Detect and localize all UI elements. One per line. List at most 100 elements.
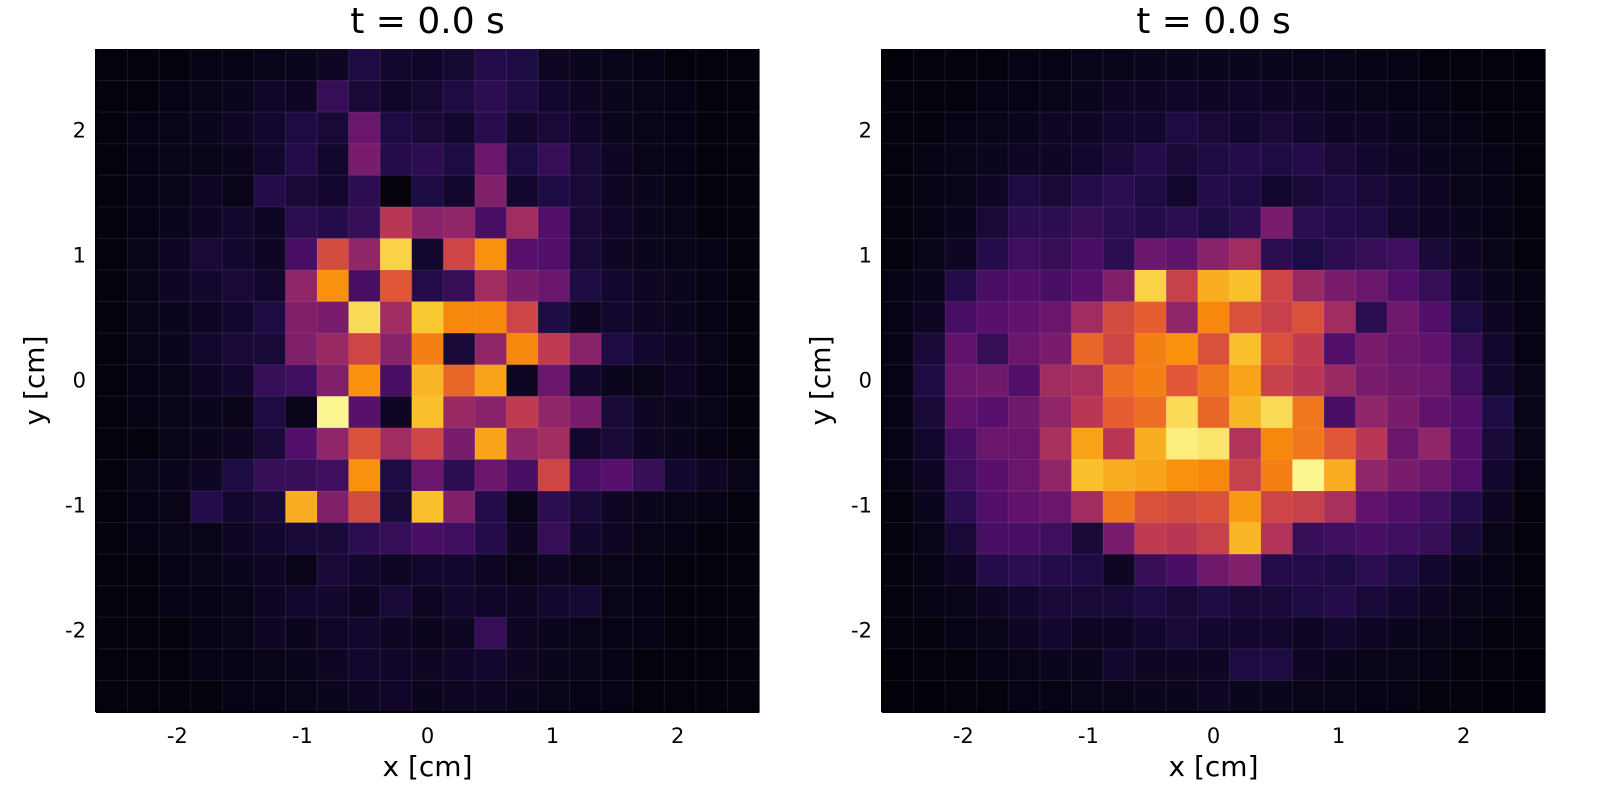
heatmap-cell <box>285 175 318 208</box>
heatmap-cell <box>1513 427 1546 461</box>
heatmap-cell <box>569 427 602 461</box>
heatmap-cell <box>1513 617 1546 650</box>
heatmap-cell <box>1450 459 1483 492</box>
heatmap-cell <box>1387 648 1420 682</box>
heatmap-cell <box>1103 554 1136 587</box>
heatmap-cell <box>1166 270 1199 303</box>
heatmap-cell <box>882 364 915 397</box>
heatmap-cell <box>1166 175 1199 208</box>
heatmap-cell <box>1039 396 1073 429</box>
heatmap-cell <box>1260 585 1294 618</box>
heatmap-cell <box>1387 585 1420 618</box>
heatmap-cell <box>1008 554 1041 587</box>
heatmap-cell <box>1260 554 1294 587</box>
heatmap-cell <box>1071 80 1104 113</box>
heatmap-cell <box>727 648 760 682</box>
heatmap-cell <box>1166 427 1199 461</box>
heatmap-cell <box>506 427 539 461</box>
heatmap-cell <box>1260 112 1294 145</box>
heatmap-cell <box>976 175 1009 208</box>
y-tick-label: -1 <box>65 494 86 518</box>
heatmap-cell <box>1103 459 1136 492</box>
heatmap-cell <box>538 617 571 650</box>
heatmap-cell <box>1134 617 1167 650</box>
heatmap-cell <box>317 112 350 145</box>
heatmap-cell <box>882 648 915 682</box>
heatmap-cell <box>127 112 160 145</box>
heatmap-cell <box>1229 522 1262 555</box>
heatmap-cell <box>1355 333 1388 366</box>
heatmap-cell <box>411 238 444 271</box>
heatmap-cell <box>1008 427 1041 461</box>
heatmap-cell <box>190 680 223 713</box>
heatmap-cell <box>1103 617 1136 650</box>
heatmap-cell <box>1008 680 1041 713</box>
heatmap-cell <box>632 522 665 555</box>
heatmap-cell <box>1197 333 1230 366</box>
heatmap-cell <box>1071 238 1104 271</box>
heatmap-cell <box>1008 522 1041 555</box>
heatmap-cell <box>1229 301 1262 334</box>
heatmap-cell <box>159 680 192 713</box>
heatmap-cell <box>569 206 602 240</box>
heatmap-cell <box>664 175 697 208</box>
heatmap-cell <box>1103 112 1136 145</box>
heatmap-cell <box>601 648 634 682</box>
heatmap-cell <box>1071 301 1104 334</box>
heatmap-cell <box>882 333 915 366</box>
heatmap-cell <box>664 491 697 524</box>
x-tick-label: 1 <box>546 724 559 748</box>
heatmap-cell <box>96 80 129 113</box>
heatmap-cell <box>317 459 350 492</box>
heatmap-cell <box>348 617 381 650</box>
heatmap-cell <box>1355 206 1388 240</box>
heatmap-cell <box>1481 333 1515 366</box>
heatmap-cell <box>632 143 665 176</box>
heatmap-cell <box>190 648 223 682</box>
heatmap-cell <box>253 238 287 271</box>
heatmap-cell <box>380 175 413 208</box>
heatmap-cell <box>474 80 508 113</box>
heatmap-cell <box>601 459 634 492</box>
heatmap-cell <box>1355 427 1388 461</box>
heatmap-cell <box>976 427 1009 461</box>
heatmap-cell <box>1418 112 1451 145</box>
heatmap-cell <box>506 396 539 429</box>
heatmap-cell <box>882 112 915 145</box>
heatmap-cell <box>1071 143 1104 176</box>
heatmap-cell <box>411 206 444 240</box>
heatmap-cell <box>1166 80 1199 113</box>
heatmap-cell <box>727 238 760 271</box>
heatmap-cell <box>222 585 255 618</box>
heatmap-cell <box>1039 427 1073 461</box>
heatmap-cell <box>1134 112 1167 145</box>
heatmap-cell <box>1292 364 1325 397</box>
heatmap-cell <box>506 80 539 113</box>
heatmap-cell <box>1355 80 1388 113</box>
heatmap-cell <box>1134 80 1167 113</box>
heatmap-cell <box>159 648 192 682</box>
heatmap-cell <box>96 491 129 524</box>
heatmap-cell <box>727 333 760 366</box>
heatmap-cell <box>285 427 318 461</box>
heatmap-cell <box>632 333 665 366</box>
heatmap-cell <box>1513 49 1546 82</box>
heatmap-cell <box>1229 427 1262 461</box>
heatmap-cell <box>190 585 223 618</box>
heatmap-cell <box>317 554 350 587</box>
heatmap-cell <box>695 585 729 618</box>
heatmap-cell <box>945 680 978 713</box>
heatmap-cell <box>538 270 571 303</box>
heatmap-cell <box>913 238 946 271</box>
heatmap-cell <box>411 522 444 555</box>
heatmap-cell <box>569 364 602 397</box>
heatmap-cell <box>1481 80 1515 113</box>
heatmap-cell <box>285 206 318 240</box>
heatmap-cell <box>1418 143 1451 176</box>
heatmap-cell <box>695 206 729 240</box>
heatmap-cell <box>1481 112 1515 145</box>
heatmap-cell <box>945 554 978 587</box>
heatmap-cell <box>317 270 350 303</box>
heatmap-cell <box>317 364 350 397</box>
heatmap-cell <box>538 301 571 334</box>
